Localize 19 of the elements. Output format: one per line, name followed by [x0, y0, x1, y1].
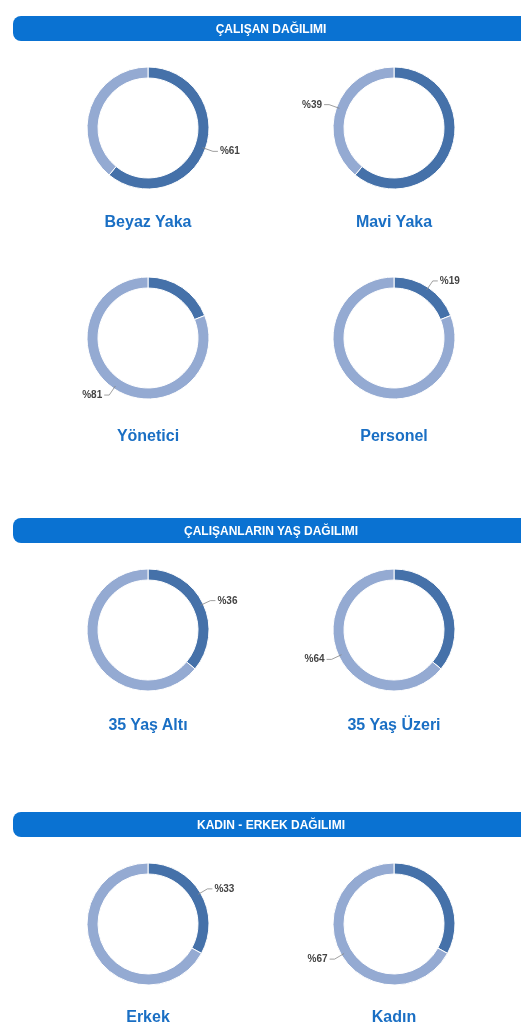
data-label: %19	[439, 274, 461, 286]
text: Kadın	[371, 1008, 417, 1025]
data-label: %39	[302, 98, 323, 110]
text: KADIN - ERKEK DAĞILIMI	[197, 817, 345, 832]
data-label: %81	[82, 389, 103, 401]
text: Beyaz Yaka	[104, 213, 192, 230]
data-label: %67	[307, 953, 329, 965]
data-label: %61	[219, 145, 241, 157]
text: Personel	[360, 427, 428, 444]
text: 35 Yaş Üzeri	[347, 715, 441, 733]
data-label: %33	[214, 882, 235, 894]
text: Mavi Yaka	[355, 213, 433, 230]
data-label: %64	[304, 653, 325, 665]
text: Yönetici	[116, 427, 180, 444]
text: ÇALIŞAN DAĞILIMI	[215, 21, 327, 36]
text: Erkek	[126, 1008, 170, 1025]
text: ÇALIŞANLARIN YAŞ DAĞILIMI	[183, 523, 359, 538]
text: 35 Yaş Altı	[108, 716, 188, 733]
data-label: %36	[217, 594, 238, 606]
